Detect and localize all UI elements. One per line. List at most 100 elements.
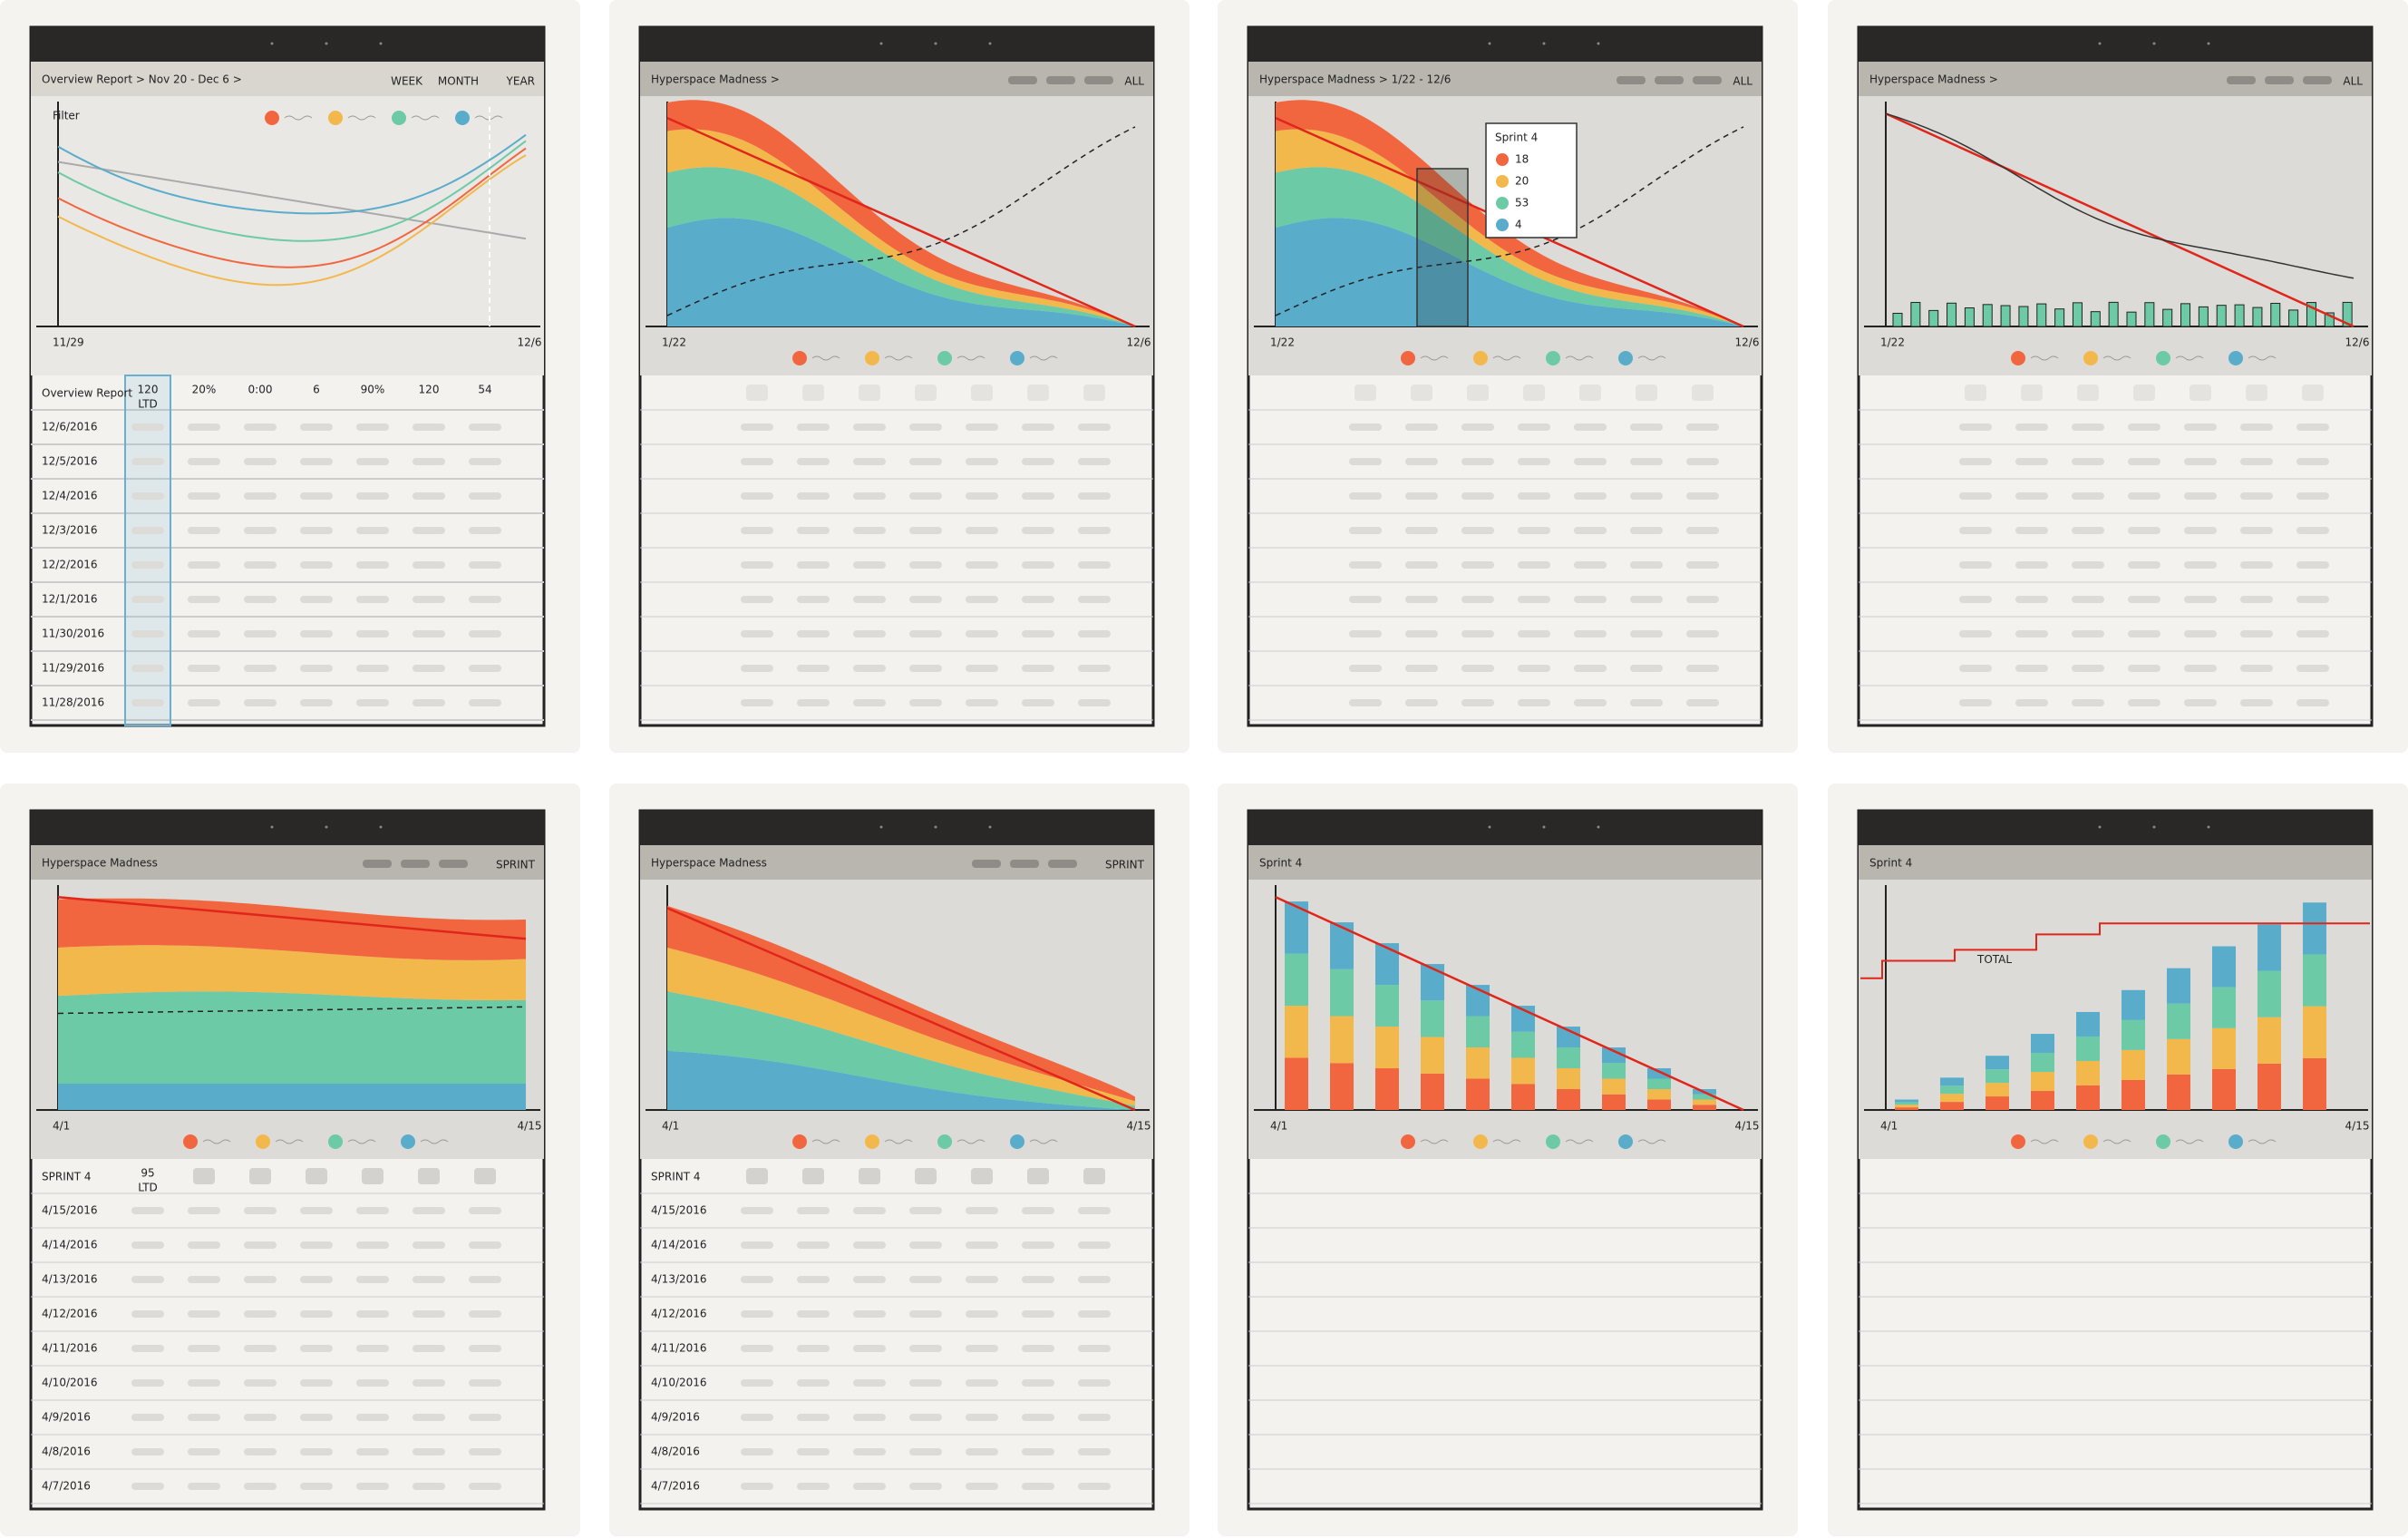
- toolbar-pill: [1617, 76, 1646, 84]
- cell-pill: [797, 423, 830, 431]
- row-label: 12/3/2016: [42, 524, 98, 537]
- toolbar-pill: [2303, 76, 2332, 84]
- header-pill: [802, 384, 824, 401]
- cell-pill: [2128, 423, 2160, 431]
- selection: [1416, 168, 1469, 327]
- cell-pill: [2072, 423, 2104, 431]
- tab[interactable]: MONTH: [438, 75, 479, 88]
- axis-label: 12/6: [2345, 336, 2370, 349]
- bar-segment: [1511, 1084, 1535, 1110]
- cell-pill: [1349, 561, 1382, 569]
- header-cell: 6: [313, 384, 320, 396]
- cell-pill: [300, 1345, 333, 1352]
- cell-pill: [1078, 458, 1111, 465]
- bar-segment: [2076, 1085, 2100, 1110]
- trend-line: [1885, 112, 2355, 328]
- cell-pill: [1022, 1345, 1054, 1352]
- cell-pill: [1518, 492, 1550, 500]
- cell-pill: [413, 1310, 445, 1318]
- bar-segment: [1330, 1063, 1354, 1110]
- cell-pill: [300, 1276, 333, 1283]
- bar: [2054, 308, 2065, 327]
- cell-pill: [1022, 1207, 1054, 1214]
- area-layer: [58, 945, 526, 1000]
- header-cell: 120: [419, 384, 440, 396]
- cell-pill: [1518, 596, 1550, 603]
- legend-dot: [401, 1134, 415, 1149]
- cell-pill: [244, 1207, 277, 1214]
- bar-segment: [1647, 1068, 1671, 1079]
- device-header: [1248, 811, 1762, 845]
- cell-pill: [469, 596, 501, 603]
- cell-pill: [356, 1448, 389, 1455]
- cell-pill: [356, 1276, 389, 1283]
- device-header: [1859, 811, 2372, 845]
- cell-pill: [131, 1276, 164, 1283]
- cell-pill: [1518, 699, 1550, 706]
- cell-pill: [909, 699, 942, 706]
- legend-dot: [2083, 1134, 2098, 1149]
- cell-pill: [1078, 1483, 1111, 1490]
- cell-pill: [413, 1448, 445, 1455]
- legend-squiggle: [884, 355, 913, 361]
- axis-label: 4/1: [662, 1120, 679, 1133]
- header-pill: [2133, 384, 2155, 401]
- legend-dot: [792, 351, 807, 365]
- tooltip-value: 20: [1515, 175, 1529, 188]
- cell-pill: [966, 1345, 998, 1352]
- legend-squiggle: [1565, 355, 1594, 361]
- legend-dot: [1010, 351, 1024, 365]
- panel: Hyperspace Madness SPRINT 4/1 4/15 SPRINT 4 9…: [0, 784, 580, 1536]
- bar-segment: [1940, 1085, 1964, 1095]
- cell-pill: [1022, 665, 1054, 672]
- cell-pill: [188, 1345, 220, 1352]
- cell-pill: [413, 699, 445, 706]
- cell-pill: [1405, 561, 1438, 569]
- cell-pill: [909, 458, 942, 465]
- tab[interactable]: ALL: [1124, 75, 1144, 88]
- cell-pill: [1686, 630, 1719, 638]
- tab[interactable]: SPRINT: [1105, 859, 1145, 871]
- cell-pill: [2184, 561, 2217, 569]
- cell-pill: [853, 1379, 886, 1387]
- cell-pill: [966, 1448, 998, 1455]
- tab[interactable]: WEEK: [391, 75, 423, 88]
- cell-pill: [1022, 596, 1054, 603]
- cell-pill: [797, 1310, 830, 1318]
- cell-pill: [1686, 423, 1719, 431]
- cell-pill: [1022, 630, 1054, 638]
- header-pill: [1523, 384, 1545, 401]
- tab[interactable]: ALL: [1733, 75, 1753, 88]
- row-label: 4/8/2016: [651, 1446, 700, 1458]
- cell-pill: [2015, 423, 2048, 431]
- bar-segment: [1895, 1099, 1918, 1103]
- cell-pill: [2296, 699, 2329, 706]
- axis-label: 4/15: [1735, 1120, 1760, 1133]
- header-pill: [1083, 384, 1105, 401]
- tab[interactable]: YEAR: [506, 75, 535, 88]
- cell-pill: [356, 699, 389, 706]
- cell-pill: [966, 423, 998, 431]
- cell-pill: [188, 596, 220, 603]
- cell-pill: [1574, 492, 1607, 500]
- tab[interactable]: SPRINT: [496, 859, 536, 871]
- cell-pill: [1349, 630, 1382, 638]
- cell-pill: [797, 630, 830, 638]
- cell-pill: [1959, 527, 1992, 534]
- header-pill: [362, 1168, 384, 1184]
- area-layer: [1276, 218, 1743, 326]
- series-line: [57, 147, 527, 268]
- cell-pill: [2128, 492, 2160, 500]
- row-label: 4/8/2016: [42, 1446, 91, 1458]
- cell-pill: [188, 527, 220, 534]
- cell-pill: [741, 492, 773, 500]
- cell-pill: [356, 492, 389, 500]
- bar: [2288, 309, 2299, 327]
- tab[interactable]: ALL: [2343, 75, 2363, 88]
- cell-pill: [966, 1207, 998, 1214]
- row-label: 4/10/2016: [651, 1377, 707, 1389]
- header-dot: [1488, 825, 1491, 829]
- cell-pill: [2296, 596, 2329, 603]
- cell-pill: [1630, 699, 1663, 706]
